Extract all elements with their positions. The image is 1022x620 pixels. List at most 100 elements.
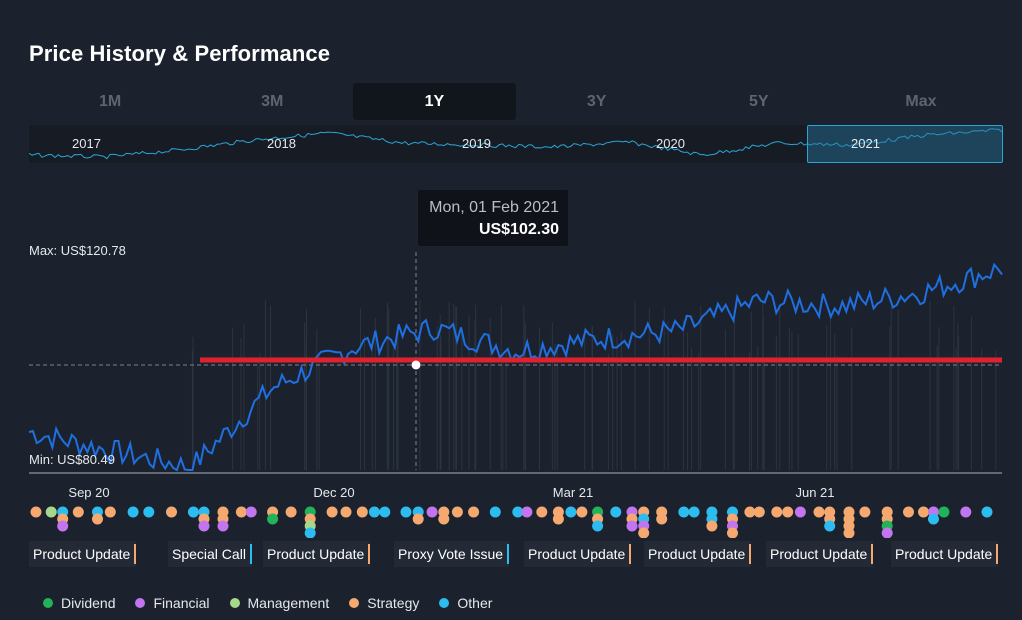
event-dot-strategy: [72, 506, 84, 518]
x-tick-mar-21: Mar 21: [552, 485, 594, 500]
event-dot-strategy: [451, 506, 463, 518]
x-tick-dec-20: Dec 20: [313, 485, 355, 500]
event-dot-financial: [960, 506, 972, 518]
tab-1y[interactable]: 1Y: [353, 83, 516, 120]
min-price-label: Min: US$80.49: [29, 452, 115, 467]
event-dot-strategy: [340, 506, 352, 518]
event-dot-strategy: [412, 513, 424, 525]
navigator-year-2021: 2021: [851, 136, 880, 151]
event-dot-strategy: [843, 527, 855, 538]
event-dot-other: [127, 506, 139, 518]
navigator-year-2020: 2020: [656, 136, 685, 151]
event-dot-strategy: [706, 520, 718, 532]
event-dot-strategy: [638, 527, 650, 538]
price-chart[interactable]: [0, 180, 1022, 480]
page-title: Price History & Performance: [29, 41, 331, 66]
event-tag-color-bar: [368, 544, 371, 564]
event-dot-strategy: [753, 506, 765, 518]
navigator-selection-window[interactable]: [807, 125, 1003, 163]
range-navigator[interactable]: 2017 2018 2019 2020 2021: [29, 125, 1003, 163]
tab-5y[interactable]: 5Y: [748, 93, 769, 110]
legend-strategy[interactable]: Strategy: [349, 595, 419, 611]
event-dot-other: [512, 506, 524, 518]
navigator-sparkline: [29, 128, 1002, 160]
event-dot-financial: [426, 506, 438, 518]
legend-financial[interactable]: Financial: [135, 595, 210, 611]
event-dots-row[interactable]: [0, 500, 1022, 538]
event-dot-strategy: [727, 527, 738, 538]
legend-label: Other: [457, 595, 493, 611]
x-tick-jun-21: Jun 21: [795, 485, 835, 500]
event-dot-strategy: [104, 506, 116, 518]
event-dot-dividend: [938, 506, 950, 518]
event-dot-other: [304, 527, 316, 538]
event-dot-other: [489, 506, 501, 518]
event-dot-financial: [198, 520, 210, 532]
event-tag-color-bar: [749, 544, 752, 564]
event-tag-3[interactable]: Product Update: [263, 541, 371, 567]
tab-1m[interactable]: 1M: [98, 93, 122, 110]
event-dot-strategy: [576, 506, 588, 518]
tooltip-date: Mon, 01 Feb 2021: [429, 199, 559, 216]
event-dot-strategy: [326, 506, 338, 518]
event-tag-color-bar: [629, 544, 632, 564]
event-tag-5[interactable]: Product Update: [524, 541, 632, 567]
event-tag-color-bar: [996, 544, 999, 564]
event-dot-other: [143, 506, 155, 518]
event-dot-other: [688, 506, 700, 518]
event-tag-label: Product Update: [770, 546, 868, 562]
legend-dot: [229, 598, 240, 608]
event-tag-label: Product Update: [528, 546, 626, 562]
event-dot-strategy: [903, 506, 914, 518]
event-dot-financial: [881, 527, 893, 538]
event-dot-financial: [521, 506, 533, 518]
legend-label: Dividend: [61, 595, 116, 611]
event-tag-4[interactable]: Proxy Vote Issue: [394, 541, 510, 567]
price-tooltip: Mon, 01 Feb 2021 US$102.30: [418, 190, 568, 246]
max-price-label: Max: US$120.78: [29, 243, 126, 258]
event-dot-strategy: [859, 506, 871, 518]
event-tag-color-bar: [249, 544, 252, 564]
legend-other[interactable]: Other: [439, 595, 492, 611]
tab-3y[interactable]: 3Y: [586, 93, 607, 110]
event-tag-label: Product Update: [648, 546, 746, 562]
event-dot-other: [981, 506, 993, 518]
event-dot-other: [400, 506, 412, 518]
price-series-line: [28, 262, 1003, 472]
event-dot-strategy: [468, 506, 480, 518]
tab-max[interactable]: Max: [905, 93, 937, 110]
legend-label: Management: [247, 595, 330, 611]
event-tag-label: Product Update: [267, 546, 365, 562]
legend-dot: [43, 598, 53, 608]
event-dot-strategy: [356, 506, 368, 518]
event-dot-financial: [245, 506, 257, 518]
event-dot-dividend: [267, 513, 279, 525]
event-dot-strategy: [656, 513, 668, 525]
tab-3m[interactable]: 3M: [261, 93, 284, 110]
event-dot-other: [928, 513, 939, 525]
event-dot-financial: [794, 506, 806, 518]
legend-management[interactable]: Management: [229, 595, 330, 611]
legend-dot: [135, 598, 146, 608]
event-tag-7[interactable]: Product Update: [766, 541, 874, 567]
event-tag-color-bar: [507, 544, 510, 564]
event-dot-strategy: [813, 506, 825, 518]
legend-dividend[interactable]: Dividend: [43, 595, 115, 611]
range-tabs: 1M 3M 1Y 3Y 5Y Max: [29, 83, 1002, 120]
navigator-year-2018: 2018: [267, 136, 296, 151]
event-tag-1[interactable]: Product Update: [29, 541, 137, 567]
event-dot-strategy: [782, 506, 794, 518]
event-tag-label: Proxy Vote Issue: [398, 546, 504, 562]
event-tag-color-bar: [871, 544, 874, 564]
event-tag-label: Product Update: [33, 546, 131, 562]
event-tag-6[interactable]: Product Update: [644, 541, 752, 567]
event-dot-strategy: [235, 506, 247, 518]
event-dot-strategy: [166, 506, 177, 518]
event-dot-other: [610, 506, 622, 518]
event-dot-management: [45, 506, 57, 518]
event-tag-2[interactable]: Special Call: [168, 541, 252, 567]
event-dot-strategy: [536, 506, 548, 518]
navigator-year-2017: 2017: [72, 136, 101, 151]
event-dot-strategy: [771, 506, 783, 518]
event-tag-8[interactable]: Product Update: [891, 541, 999, 567]
